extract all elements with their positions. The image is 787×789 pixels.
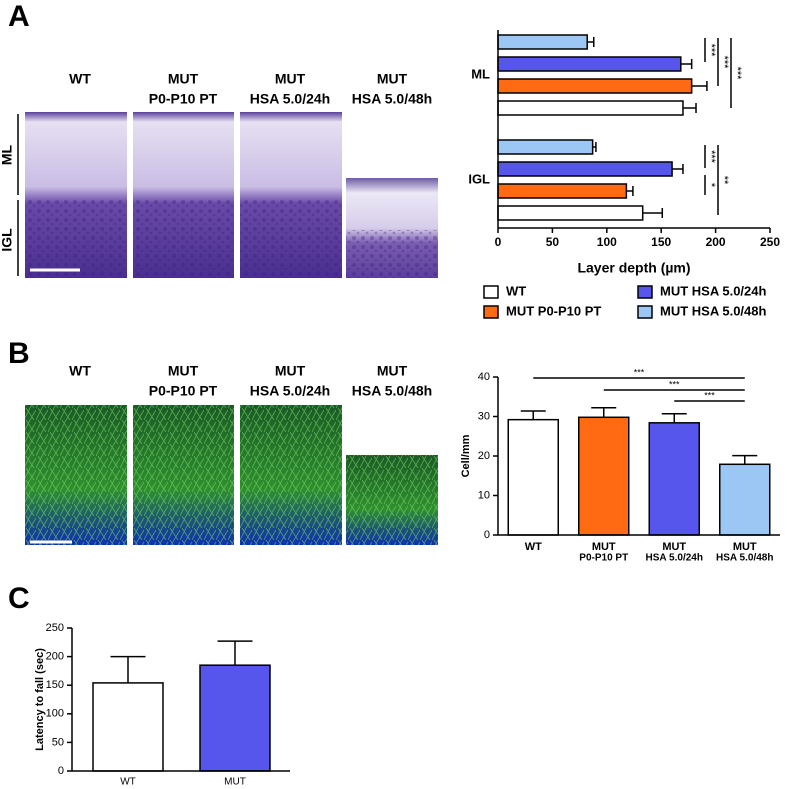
image-label: WT: [69, 363, 91, 379]
layer-label: IGL: [0, 228, 15, 252]
y-tick-label: 10: [478, 489, 490, 501]
micrograph-texture: [346, 455, 438, 545]
micrograph-texture: [133, 405, 234, 545]
bar: [497, 161, 673, 177]
x-tick-label: 0: [495, 235, 502, 249]
y-tick-label: 20: [478, 450, 490, 462]
image-label: MUT: [168, 71, 199, 87]
significance-label: ***: [704, 390, 715, 400]
significance-label: ***: [669, 379, 680, 389]
panel-letter: A: [8, 0, 30, 33]
significance-label: ***: [634, 367, 645, 377]
bar: [648, 422, 700, 536]
image-label: MUT: [275, 363, 306, 379]
micrograph-texture: [133, 200, 234, 278]
x-tick-label: P0-P10 PT: [579, 553, 628, 564]
image-label: P0-P10 PT: [149, 91, 218, 107]
legend-label: MUT P0-P10 PT: [506, 303, 601, 318]
significance-label: ***: [718, 56, 730, 70]
x-tick-label: 200: [706, 235, 726, 249]
x-tick-label: HSA 5.0/24h: [646, 553, 703, 564]
image-label: WT: [69, 71, 91, 87]
x-tick-label: WT: [525, 541, 542, 553]
y-axis-label: Cell/mm: [460, 434, 472, 477]
bar: [92, 682, 164, 772]
panel-letter: C: [8, 582, 30, 615]
image-label: HSA 5.0/48h: [352, 91, 432, 107]
y-tick-label: 250: [46, 622, 64, 634]
y-tick-label: IGL: [468, 171, 490, 186]
x-tick-label: MUT: [592, 541, 616, 553]
bar: [497, 34, 588, 50]
significance-label: ***: [705, 44, 717, 58]
layer-label: ML: [0, 144, 15, 165]
image-label: MUT: [377, 71, 408, 87]
y-tick-label: 150: [46, 679, 64, 691]
x-tick-label: 150: [651, 235, 671, 249]
micrograph-texture: [25, 200, 127, 278]
bar: [497, 100, 684, 116]
micrograph-texture: [25, 405, 127, 545]
bar: [199, 664, 271, 772]
image-label: HSA 5.0/24h: [250, 383, 330, 399]
y-tick-label: 100: [46, 708, 64, 720]
x-tick-label: HSA 5.0/48h: [716, 553, 773, 564]
significance-label: ***: [731, 67, 743, 81]
image-label: HSA 5.0/48h: [352, 383, 432, 399]
bar: [578, 416, 630, 536]
legend-label: MUT HSA 5.0/24h: [660, 283, 766, 298]
x-tick-label: WT: [120, 777, 136, 788]
y-tick-label: 50: [52, 736, 64, 748]
bar: [497, 183, 628, 199]
y-tick-label: ML: [471, 66, 490, 81]
micrograph-texture: [346, 230, 438, 278]
y-tick-label: 40: [478, 371, 490, 383]
x-axis-label: Layer depth (µm): [577, 260, 690, 276]
x-tick-label: 50: [546, 235, 560, 249]
significance-label: **: [718, 176, 730, 185]
legend-swatch: [483, 305, 499, 319]
y-tick-label: 30: [478, 410, 490, 422]
micrograph-texture: [240, 405, 342, 545]
image-label: MUT: [168, 363, 199, 379]
y-axis-label: Latency to fall (sec): [34, 648, 46, 751]
panel-letter: B: [8, 337, 30, 370]
image-label: P0-P10 PT: [149, 383, 218, 399]
bar: [497, 205, 644, 221]
x-tick-label: MUT: [662, 541, 686, 553]
legend-label: WT: [506, 283, 526, 298]
y-tick-label: 0: [58, 765, 64, 777]
x-tick-label: MUT: [733, 541, 757, 553]
x-tick-label: 100: [597, 235, 617, 249]
bar: [497, 139, 594, 155]
bar: [497, 56, 682, 72]
bar: [507, 418, 559, 536]
micrograph-texture: [240, 200, 342, 278]
micrographs: [17, 112, 438, 545]
legend-swatch: [637, 285, 653, 299]
legend-swatch: [637, 305, 653, 319]
bar: [719, 463, 771, 536]
legend-swatch: [483, 285, 499, 299]
y-tick-label: 0: [484, 529, 490, 541]
legend-label: MUT HSA 5.0/48h: [660, 303, 766, 318]
x-tick-label: 250: [760, 235, 780, 249]
x-tick-label: MUT: [224, 777, 246, 788]
bar: [497, 78, 693, 94]
significance-label: *: [705, 183, 717, 188]
y-tick-label: 200: [46, 651, 64, 663]
image-label: HSA 5.0/24h: [250, 91, 330, 107]
significance-label: ***: [705, 150, 717, 164]
image-label: MUT: [275, 71, 306, 87]
image-label: MUT: [377, 363, 408, 379]
